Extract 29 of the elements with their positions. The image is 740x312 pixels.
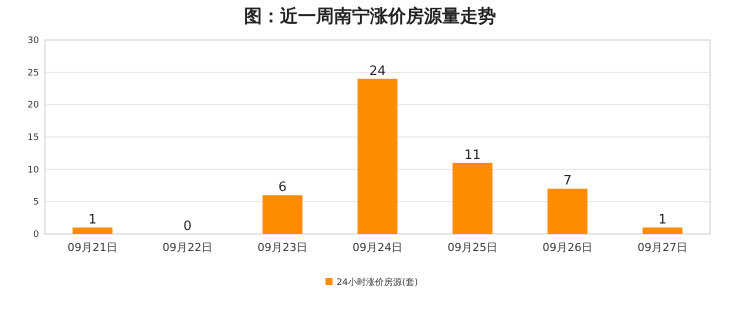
bar [642, 228, 682, 234]
y-tick-label: 15 [28, 133, 39, 143]
bar [72, 228, 112, 234]
bar [452, 162, 492, 234]
data-label: 0 [183, 219, 192, 234]
x-tick-label: 09月25日 [448, 241, 498, 254]
data-label: 11 [464, 148, 481, 163]
x-tick-label: 09月26日 [542, 241, 592, 254]
y-tick-label: 30 [28, 36, 40, 46]
y-tick-label: 10 [28, 165, 40, 176]
bar [548, 188, 588, 234]
x-tick-label: 09月22日 [162, 241, 212, 254]
x-tick-label: 09月21日 [68, 241, 118, 254]
x-tick-label: 09月27日 [638, 241, 688, 254]
data-label: 7 [563, 174, 572, 189]
y-tick-label: 25 [28, 68, 39, 78]
data-label: 1 [88, 212, 97, 228]
bar [358, 78, 398, 234]
chart-title: 图：近一周南宁涨价房源量走势 [244, 6, 496, 27]
bar [262, 195, 302, 234]
data-label: 24 [369, 64, 386, 79]
x-tick-label: 09月23日 [258, 241, 308, 254]
x-tick-label: 09月24日 [352, 241, 402, 254]
legend-label: 24小时涨价房源(套) [336, 277, 418, 288]
y-tick-label: 5 [33, 198, 39, 208]
data-label: 6 [278, 180, 287, 196]
y-tick-label: 20 [28, 100, 40, 111]
y-tick-label: 0 [33, 230, 40, 240]
data-label: 1 [658, 212, 667, 228]
